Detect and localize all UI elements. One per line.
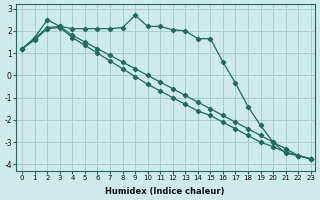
X-axis label: Humidex (Indice chaleur): Humidex (Indice chaleur) <box>106 187 225 196</box>
